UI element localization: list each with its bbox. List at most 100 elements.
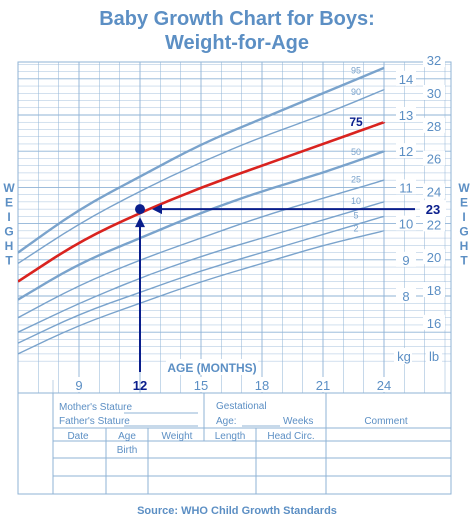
kg-tick-bg	[396, 288, 416, 303]
xlabel-bg	[166, 359, 258, 375]
axis-title-letter: E	[5, 196, 13, 210]
marker-point	[135, 204, 145, 215]
x-tick-bg	[314, 377, 332, 392]
marker-y-label-bg	[420, 200, 446, 218]
mothers-stature-label: Mother's Stature	[59, 402, 132, 413]
source-note: Source: WHO Child Growth Standards	[137, 505, 337, 517]
x-tick-bg	[253, 377, 271, 392]
axis-title-letter: W	[3, 181, 15, 195]
chart-frame	[17, 61, 452, 495]
x-axis-title: AGE (MONTHS)	[167, 361, 256, 375]
gestational-label: Gestational	[216, 401, 267, 412]
kg-tick-bg	[396, 215, 416, 231]
lb-tick-bg	[423, 249, 445, 265]
axis-title-letter: H	[5, 239, 14, 253]
x-tick-label: 21	[316, 378, 330, 393]
percentile-curve-25	[18, 179, 385, 319]
axis-title-letter: I	[7, 210, 10, 224]
lb-tick-label: 28	[427, 119, 441, 134]
lb-tick-label: 26	[427, 152, 441, 167]
lb-tick-label: 16	[427, 316, 441, 331]
percentile-label-90: 90	[351, 87, 361, 97]
comment-label: Comment	[364, 416, 408, 427]
x-tick-label: 18	[255, 378, 269, 393]
axis-title-bg	[2, 182, 16, 268]
measurement-marker: 23 12	[133, 200, 446, 393]
lb-tick-label: 20	[427, 250, 441, 265]
percentile-curve-10	[18, 201, 385, 333]
kg-tick-label: 11	[399, 180, 413, 195]
kg-tick-label: 13	[399, 108, 413, 123]
lb-tick-bg	[423, 282, 445, 298]
col-length-label: Length	[215, 431, 246, 442]
axis-title-letter: G	[459, 225, 468, 239]
marker-x-label: 12	[133, 378, 147, 393]
percentile-curve-50	[18, 150, 386, 301]
axis-title-letter: E	[460, 196, 468, 210]
col-date-label: Date	[67, 431, 89, 442]
marker-up-arrow	[135, 217, 145, 228]
percentile-label-25: 25	[351, 174, 361, 184]
lb-tick-bg	[423, 150, 445, 166]
col-birth-label: Birth	[117, 445, 138, 456]
gestational-age-label: Age:	[216, 416, 237, 427]
marker-y-label: 23	[426, 202, 440, 217]
kg-tick-label: 8	[402, 289, 409, 304]
percentile-label-2: 2	[353, 223, 358, 233]
kg-tick-label: 12	[399, 144, 413, 159]
axis-title-letter: G	[4, 225, 13, 239]
kg-unit-bg	[394, 348, 412, 364]
x-tick-bg	[70, 377, 88, 392]
marker-left-arrow	[152, 204, 162, 215]
lb-tick-label: 18	[427, 283, 441, 298]
x-tick-bg	[192, 377, 210, 392]
axis-title-bg	[457, 182, 471, 268]
percentile-label-50: 50	[351, 147, 361, 157]
lb-tick-bg	[423, 117, 445, 133]
axis-title-letter: W	[458, 181, 470, 195]
percentile-curve-2	[18, 230, 385, 355]
percentile-label-10: 10	[351, 196, 361, 206]
x-tick-label: 9	[75, 378, 82, 393]
lb-tick-bg	[423, 216, 445, 232]
percentile-label-5: 5	[353, 211, 358, 221]
kg-tick-bg	[396, 251, 416, 267]
axis-title-letter: H	[460, 239, 469, 253]
percentile-curve-95	[18, 66, 385, 254]
lb-tick-label: 32	[427, 53, 441, 68]
lb-unit-label: lb	[429, 349, 439, 364]
lb-tick-label: 30	[427, 86, 441, 101]
fathers-stature-label: Father's Stature	[59, 416, 130, 427]
lb-tick-label: 24	[427, 185, 441, 200]
kg-tick-label: 9	[402, 253, 409, 268]
x-tick-label: 15	[194, 378, 208, 393]
percentile-curve-75	[18, 120, 385, 283]
percentile-curve-90	[18, 88, 385, 264]
kg-tick-bg	[396, 107, 416, 122]
col-age-label: Age	[118, 431, 136, 442]
lb-tick-bg	[423, 84, 445, 100]
col-weight-label: Weight	[162, 431, 193, 442]
lb-unit-bg	[426, 348, 442, 364]
kg-tick-label: 10	[399, 217, 413, 232]
chart-title-line2: Weight-for-Age	[164, 32, 310, 54]
kg-tick-bg	[396, 179, 416, 195]
lb-tick-label: 22	[427, 217, 441, 232]
kg-unit-label: kg	[397, 349, 411, 364]
axis-title-letter: T	[5, 254, 13, 268]
x-tick-label: 24	[377, 378, 391, 393]
lb-tick-bg	[423, 183, 445, 199]
axis-labels: 9 15 18 21 24 8 9 10 11 12 13 14 16 18 20 22 24 26 28 30 32	[70, 52, 445, 393]
lb-tick-bg	[423, 314, 445, 330]
axis-title-letter: I	[462, 210, 465, 224]
percentile-label-75: 75	[349, 115, 363, 129]
lb-tick-bg	[423, 52, 445, 68]
percentile-curve-5	[18, 215, 385, 344]
col-head-circ-label: Head Circ.	[267, 431, 314, 442]
record-table: Mother's Stature Father's Stature Gestat…	[52, 392, 452, 495]
x-tick-bg	[375, 377, 393, 392]
axis-title-letter: T	[460, 254, 468, 268]
